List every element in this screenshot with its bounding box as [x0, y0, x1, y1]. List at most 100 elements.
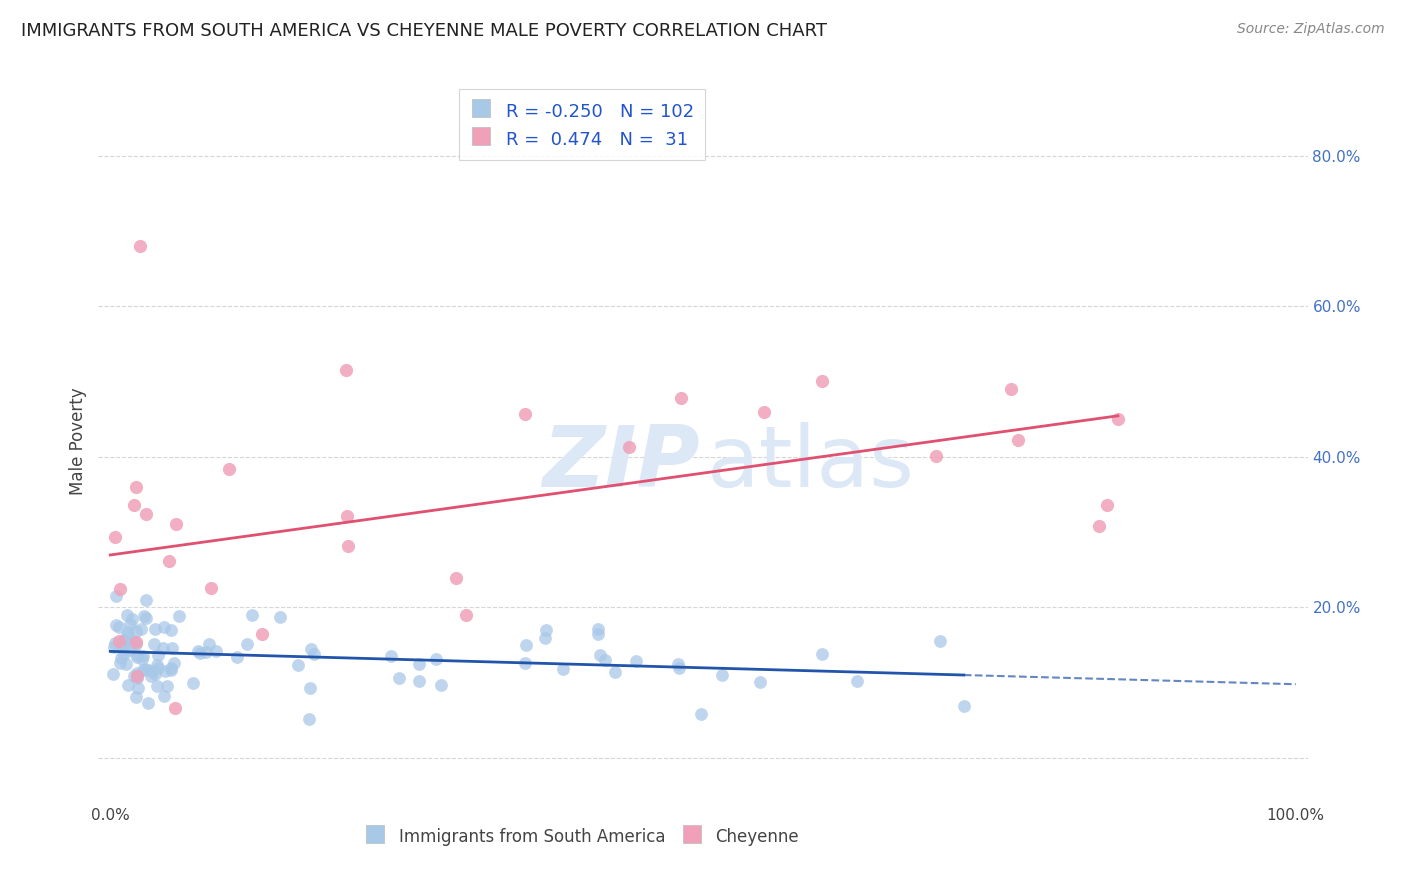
Point: [115, 657, 138, 672]
Point: [131, 652, 153, 666]
Point: [163, 657, 186, 671]
Legend: Immigrants from South America, Cheyenne: Immigrants from South America, Cheyenne: [359, 820, 806, 852]
Point: [165, 517, 187, 532]
Point: [108, 656, 131, 670]
Point: [380, 648, 402, 663]
Point: [187, 644, 209, 658]
Point: [134, 662, 156, 676]
Point: [929, 634, 952, 648]
Y-axis label: Male Poverty: Male Poverty: [69, 388, 87, 495]
Point: [125, 624, 148, 638]
Point: [846, 674, 869, 689]
Point: [146, 648, 169, 662]
Point: [105, 618, 128, 632]
Point: [104, 530, 127, 544]
Point: [118, 643, 141, 657]
Point: [125, 650, 148, 665]
Point: [125, 665, 148, 680]
Point: [711, 668, 734, 682]
Point: [156, 679, 179, 693]
Point: [515, 407, 537, 421]
Point: [188, 646, 211, 660]
Point: [136, 663, 159, 677]
Point: [120, 617, 142, 632]
Point: [513, 656, 536, 670]
Point: [152, 620, 174, 634]
Point: [124, 669, 146, 683]
Point: [110, 650, 132, 665]
Point: [108, 582, 131, 596]
Point: [335, 362, 357, 376]
Point: [454, 607, 477, 622]
Point: [668, 661, 690, 675]
Point: [589, 648, 612, 663]
Point: [111, 640, 134, 654]
Point: [139, 669, 162, 683]
Point: [810, 648, 832, 662]
Point: [408, 673, 430, 688]
Point: [200, 581, 222, 595]
Point: [619, 440, 641, 454]
Text: ZIP: ZIP: [541, 422, 699, 505]
Point: [143, 637, 166, 651]
Point: [153, 665, 176, 679]
Point: [250, 627, 273, 641]
Point: [117, 624, 139, 639]
Point: [122, 633, 145, 648]
Point: [121, 612, 143, 626]
Point: [160, 641, 183, 656]
Point: [593, 653, 616, 667]
Point: [952, 699, 974, 714]
Text: IMMIGRANTS FROM SOUTH AMERICA VS CHEYENNE MALE POVERTY CORRELATION CHART: IMMIGRANTS FROM SOUTH AMERICA VS CHEYENN…: [21, 22, 827, 40]
Point: [146, 657, 169, 672]
Point: [1007, 433, 1029, 447]
Point: [198, 637, 221, 651]
Point: [425, 652, 447, 666]
Point: [553, 662, 575, 676]
Point: [104, 636, 127, 650]
Point: [131, 622, 153, 636]
Point: [115, 608, 138, 623]
Point: [157, 554, 180, 568]
Point: [125, 669, 148, 683]
Point: [1088, 519, 1111, 533]
Point: [444, 570, 467, 584]
Point: [125, 635, 148, 649]
Point: [752, 405, 775, 419]
Point: [122, 498, 145, 512]
Point: [112, 647, 135, 661]
Point: [1095, 498, 1118, 512]
Point: [1000, 382, 1022, 396]
Point: [586, 627, 609, 641]
Point: [236, 637, 259, 651]
Point: [167, 608, 190, 623]
Point: [129, 239, 152, 253]
Point: [125, 690, 148, 704]
Point: [218, 461, 240, 475]
Point: [430, 677, 453, 691]
Point: [111, 637, 134, 651]
Point: [181, 675, 204, 690]
Point: [748, 674, 770, 689]
Point: [534, 624, 557, 638]
Point: [127, 671, 149, 685]
Point: [302, 647, 325, 661]
Point: [269, 609, 291, 624]
Point: [163, 700, 186, 714]
Point: [159, 663, 181, 677]
Point: [127, 681, 149, 696]
Point: [299, 681, 322, 696]
Point: [103, 640, 125, 654]
Point: [120, 636, 142, 650]
Point: [108, 633, 131, 648]
Point: [690, 706, 713, 721]
Point: [194, 645, 217, 659]
Point: [388, 671, 411, 685]
Point: [136, 696, 159, 710]
Point: [135, 508, 157, 522]
Point: [146, 661, 169, 675]
Point: [226, 650, 249, 665]
Point: [160, 661, 183, 675]
Point: [666, 657, 689, 672]
Point: [125, 648, 148, 662]
